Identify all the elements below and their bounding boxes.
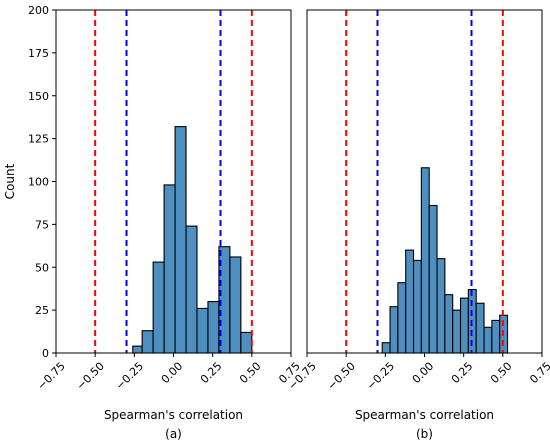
y-tick-label: 75 bbox=[35, 218, 49, 231]
x-tick-label: −0.50 bbox=[74, 360, 107, 393]
histogram-bar bbox=[174, 126, 187, 354]
x-tick-label: 0.50 bbox=[488, 360, 515, 387]
x-tick-label: 0.50 bbox=[237, 360, 264, 387]
x-tick-label: 0.00 bbox=[410, 360, 437, 387]
histogram-bar bbox=[381, 342, 391, 354]
histogram-bar bbox=[132, 345, 143, 354]
histogram-bar bbox=[152, 261, 165, 354]
panel-label: (b) bbox=[416, 427, 433, 441]
x-tick-label: −0.50 bbox=[325, 360, 358, 393]
histogram-bar bbox=[420, 167, 430, 354]
y-tick-label: 200 bbox=[28, 4, 49, 17]
histogram-bar bbox=[397, 282, 407, 354]
histogram-bar bbox=[452, 309, 462, 354]
panel-b: −0.75 −0.50 −0.25 0.00 0.25 0.50 0.75Spearman'… bbox=[286, 9, 550, 441]
panel-a: −0.75 −0.50 −0.25 0.00 0.25 0.50 0.75025507510… bbox=[3, 4, 303, 441]
histogram-bar bbox=[196, 307, 209, 354]
histogram-bar bbox=[483, 326, 493, 354]
x-axis-label: Spearman's correlation bbox=[104, 408, 243, 422]
histogram-bar bbox=[207, 300, 220, 354]
y-tick-label: 0 bbox=[42, 347, 49, 360]
y-tick-label: 150 bbox=[28, 90, 49, 103]
histogram-bar bbox=[389, 306, 399, 354]
y-tick-label: 50 bbox=[35, 261, 49, 274]
x-tick-label: 0.75 bbox=[527, 360, 550, 387]
panel-label: (a) bbox=[165, 427, 182, 441]
histogram-bar bbox=[459, 297, 469, 354]
y-tick-label: 125 bbox=[28, 133, 49, 146]
x-tick-label: −0.25 bbox=[364, 360, 397, 393]
y-tick-label: 175 bbox=[28, 47, 49, 60]
y-tick-label: 100 bbox=[28, 176, 49, 189]
x-tick-label: 0.00 bbox=[159, 360, 186, 387]
x-tick-label: −0.25 bbox=[113, 360, 146, 393]
histogram-bar bbox=[491, 319, 501, 354]
x-axis-label: Spearman's correlation bbox=[355, 408, 494, 422]
y-axis-label: Count bbox=[3, 163, 17, 199]
histogram-bar bbox=[444, 294, 454, 354]
histogram-bar bbox=[436, 258, 446, 354]
x-tick-label: −0.75 bbox=[35, 360, 68, 393]
histogram-bar bbox=[428, 204, 438, 354]
histogram-bar bbox=[185, 225, 198, 354]
histogram-bar bbox=[141, 330, 154, 354]
histogram-bar bbox=[229, 256, 242, 354]
x-tick-label: 0.25 bbox=[198, 360, 225, 387]
histogram-bar bbox=[163, 184, 176, 354]
histogram-bar bbox=[240, 331, 253, 354]
x-tick-label: 0.25 bbox=[449, 360, 476, 387]
histogram-bar bbox=[475, 302, 485, 354]
histogram-bar bbox=[405, 249, 415, 354]
y-tick-label: 25 bbox=[35, 304, 49, 317]
histogram-bar bbox=[412, 259, 422, 354]
